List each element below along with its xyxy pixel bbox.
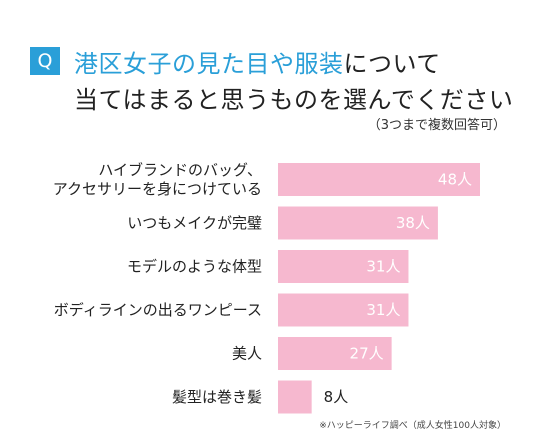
value-label-0: 48人 — [438, 171, 472, 189]
category-label-0-line0: ハイブランドのバッグ、 — [98, 161, 262, 179]
question-title-rest: について — [343, 50, 441, 78]
bar-4 — [278, 337, 392, 370]
category-label-3: ボディラインの出るワンピース — [54, 301, 262, 319]
category-label-0-line1: アクセサリーを身につけている — [53, 180, 262, 198]
bar-3 — [278, 293, 409, 327]
value-label-4: 27人 — [350, 345, 384, 363]
bar-5 — [278, 380, 312, 414]
category-label-5: 髪型は巻き髪 — [172, 388, 262, 406]
question-title-line1: 港区女子の見た目や服装について — [74, 44, 441, 79]
bar-1 — [278, 206, 438, 240]
question-title-accent: 港区女子の見た目や服装 — [74, 50, 344, 78]
category-label-4: 美人 — [232, 345, 262, 363]
bar-0 — [278, 163, 480, 196]
question-badge: Q — [30, 47, 60, 75]
value-label-3: 31人 — [366, 301, 400, 319]
category-label-1: いつもメイクが完璧 — [127, 214, 262, 232]
source-note: ※ハッピーライフ調べ（成人女性100人対象） — [319, 421, 506, 431]
answer-note: （3つまで複数回答可） — [367, 118, 506, 133]
value-label-5: 8人 — [324, 388, 349, 406]
question-title-line2: 当てはまると思うものを選んでください — [74, 86, 514, 114]
value-label-2: 31人 — [366, 258, 400, 276]
bar-2 — [278, 250, 409, 283]
category-label-2: モデルのような体型 — [127, 258, 262, 276]
value-label-1: 38人 — [396, 214, 430, 232]
